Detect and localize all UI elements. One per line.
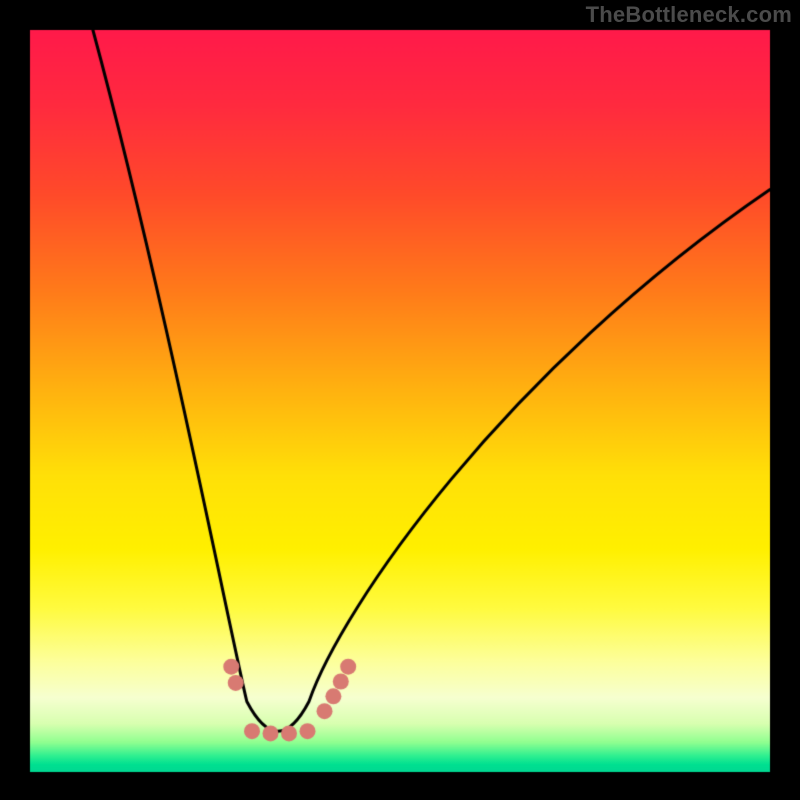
- chart-stage: TheBottleneck.com: [0, 0, 800, 800]
- bottleneck-chart-canvas: [0, 0, 800, 800]
- watermark-text: TheBottleneck.com: [586, 2, 792, 28]
